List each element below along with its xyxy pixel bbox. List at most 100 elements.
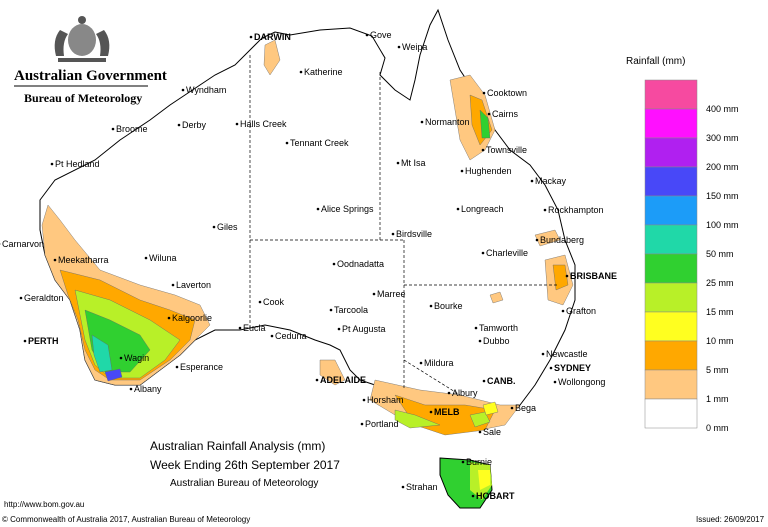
footer-copyright: © Commonwealth of Australia 2017, Austra… [2,515,250,524]
city-dot [478,430,482,434]
legend-swatch [644,137,698,168]
city-label: Tarcoola [334,305,368,315]
city-dot [337,327,341,331]
city-label: Geraldton [24,293,64,303]
city-dot [235,122,239,126]
city-dot [270,334,274,338]
legend-swatch [644,311,698,342]
city-dot [535,238,539,242]
city-label: Cairns [492,109,519,119]
city-label: Normanton [425,117,470,127]
city-label: Weipa [402,42,427,52]
city-dot [541,352,545,356]
legend-swatch [644,340,698,371]
title-line: Week Ending 26th September 2017 [150,458,340,472]
city-label: SYDNEY [554,363,591,373]
legend-label: 50 mm [706,249,734,259]
footer-issued: Issued: 26/09/2017 [696,515,765,524]
state-borders [249,55,558,396]
city-label: Bourke [434,301,463,311]
city-dot [543,208,547,212]
city-label: ADELAIDE [320,375,366,385]
city-label: PERTH [28,336,59,346]
city-dot [549,366,553,370]
city-label: Sale [483,427,501,437]
city-dot [456,207,460,211]
city-label: BRISBANE [570,271,617,281]
rainfall-shading [41,39,574,436]
city-label: Oodnadatta [337,259,384,269]
city-label: Bundaberg [540,235,584,245]
city-label: Ceduna [275,331,307,341]
city-label: Rockhampton [548,205,604,215]
city-dot [19,296,23,300]
city-dot [482,379,486,383]
city-dot [481,251,485,255]
city-dot [360,422,364,426]
legend-label: 5 mm [706,365,729,375]
city-dot [119,356,123,360]
city-label: Pt Augusta [342,324,386,334]
legend-swatch [644,398,698,429]
city-label: Broome [116,124,148,134]
city-dot [474,326,478,330]
city-dot [144,256,148,260]
legend-label: 200 mm [706,162,739,172]
city-label: Burnie [466,457,492,467]
city-dot [420,120,424,124]
city-label: Newcastle [546,349,588,359]
legend-swatch [644,108,698,139]
legend-swatch [644,282,698,313]
city-dot [561,309,565,313]
legend-title: Rainfall (mm) [626,56,685,67]
city-dot [171,283,175,287]
legend-label: 1 mm [706,394,729,404]
city-dot [530,179,534,183]
city-label: Wollongong [558,377,605,387]
legend-label: 300 mm [706,133,739,143]
tasmania-shading [478,470,490,490]
city-label: Bega [515,403,536,413]
city-label: Albury [452,388,478,398]
title-line: Australian Rainfall Analysis (mm) [150,439,325,453]
city-dot [332,262,336,266]
city-label: Meekatharra [58,255,109,265]
city-dot [53,258,57,262]
city-dot [482,91,486,95]
city-dot [419,361,423,365]
city-label: Eucla [243,323,266,333]
city-dot [177,123,181,127]
city-dot [175,365,179,369]
city-label: HOBART [476,491,515,501]
city-dot [401,485,405,489]
city-label: Esperance [180,362,223,372]
city-dot [23,339,27,343]
city-dot [129,387,133,391]
city-label: Derby [182,120,207,130]
legend-swatch [644,79,698,110]
city-label: Portland [365,419,399,429]
city-dot [315,378,319,382]
city-label: MELB [434,407,460,417]
city-label: Laverton [176,280,211,290]
city-dot [471,494,475,498]
footer-url: http://www.bom.gov.au [4,500,84,509]
city-dot [249,35,253,39]
city-label: DARWIN [254,32,291,42]
city-label: Albany [134,384,162,394]
city-label: Strahan [406,482,438,492]
header-line: Australian Government [14,68,167,84]
city-dot [111,127,115,131]
city-dot [447,391,451,395]
legend-swatch [644,369,698,400]
city-label: Tennant Creek [290,138,349,148]
legend-swatch [644,166,698,197]
city-dot [429,304,433,308]
city-dot [258,300,262,304]
city-dot [429,410,433,414]
city-label: Mackay [535,176,567,186]
city-dot [478,339,482,343]
city-label: Birdsville [396,229,432,239]
city-label: Pt Hedland [55,159,100,169]
